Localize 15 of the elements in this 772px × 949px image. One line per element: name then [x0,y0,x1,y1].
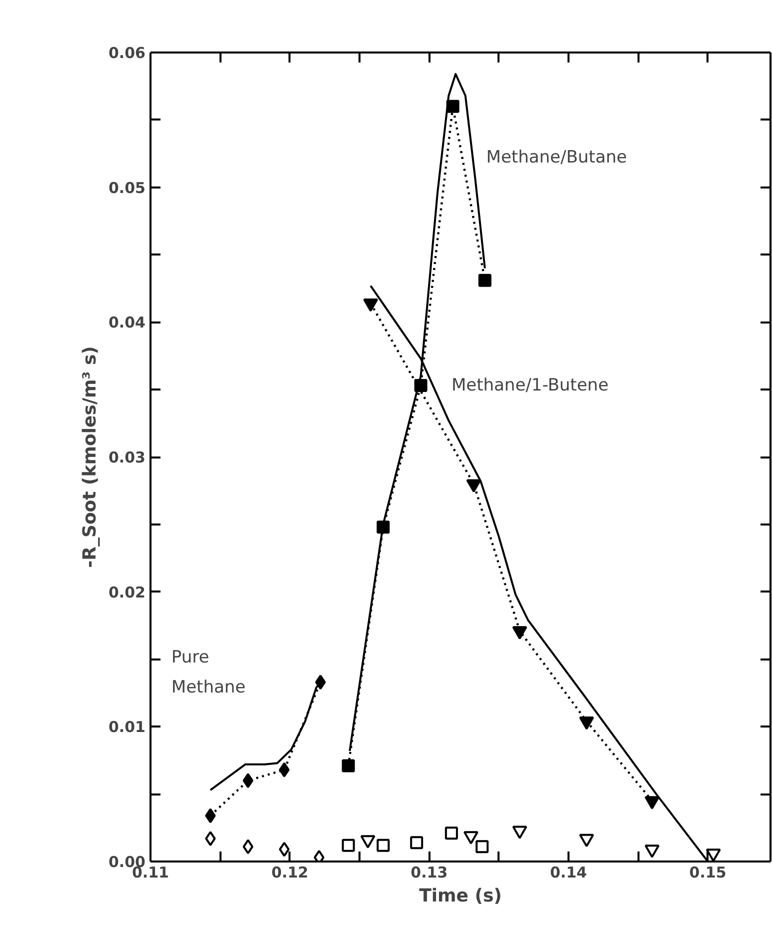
y-tick-label: 0.04 [108,314,146,332]
x-tick-label: 0.12 [271,864,308,882]
annotation: Methane/Butane [486,148,627,168]
y-tick-label: 0.02 [108,583,146,602]
x-axis-title: Time (s) [419,886,502,906]
y-tick-label: 0.06 [108,44,146,62]
y-tick-label: 0.01 [108,718,146,736]
x-tick-label: 0.13 [410,864,448,882]
x-tick-label: 0.14 [550,864,587,882]
y-tick-label: 0.05 [108,178,146,197]
y-tick-label: 0.03 [108,448,146,466]
annotation: Pure Methane [171,648,246,698]
x-tick-label: 0.15 [689,864,726,882]
y-axis-title: -R_Soot (kmoles/m³ s) [79,346,100,568]
annotation: Methane/1-Butene [451,376,609,396]
